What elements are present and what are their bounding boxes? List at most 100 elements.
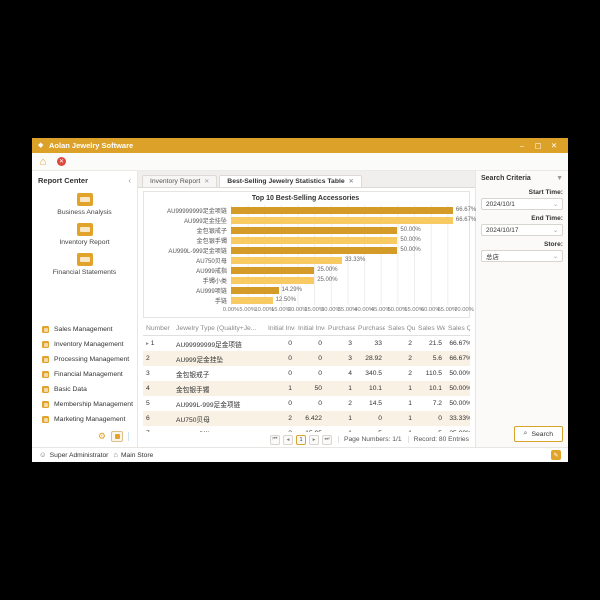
inventory-management-icon — [42, 341, 49, 348]
bar-track: 50.00% — [231, 225, 464, 235]
search-panel-header: Search Criteria ▼ — [481, 175, 563, 182]
bar-category-label: AU99999999足金项链 — [167, 207, 227, 215]
edit-icon: ✎ — [553, 452, 559, 459]
row-expander-icon[interactable]: ▸ — [146, 341, 149, 347]
bar-category-label: AU999戒指 — [196, 267, 227, 275]
sidebar-item-processing-management[interactable]: Processing Management — [32, 352, 137, 367]
x-tick: 25.00% — [304, 307, 325, 313]
filter-icon[interactable]: ▼ — [556, 175, 563, 182]
sidebar-item-business-analysis[interactable]: Business Analysis — [57, 193, 112, 216]
bar-track: 50.00% — [231, 245, 464, 255]
user-icon: ☺ — [39, 450, 47, 459]
minimize-button[interactable]: – — [519, 141, 525, 150]
bar-track: 66.67% — [231, 215, 476, 225]
close-all-button[interactable]: ✕ — [57, 157, 66, 166]
bar-row: AU999足金挂坠 66.67% — [147, 215, 476, 225]
tab-inventory-report[interactable]: Inventory Report ✕ — [142, 175, 218, 187]
start-time-select[interactable]: 2024/10/1 ⌄ — [481, 198, 563, 210]
store-switch-button[interactable] — [111, 431, 123, 442]
bar-value-label: 14.29% — [281, 287, 302, 293]
store-select[interactable]: 总店 ⌄ — [481, 250, 563, 262]
bar-row: 手链 12.50% — [147, 295, 464, 305]
tab-close-icon[interactable]: ✕ — [204, 179, 210, 185]
menu-item-label: Membership Management — [54, 401, 133, 408]
current-page-button[interactable]: 1 — [295, 434, 306, 445]
membership-management-icon — [42, 401, 49, 408]
bar-track: 66.67% — [231, 205, 476, 215]
bar-category-label: 手镯小类 — [202, 277, 227, 285]
maximize-button[interactable]: ▢ — [534, 141, 542, 150]
column-header[interactable]: Jewelry Type (Quality+Je... — [173, 322, 265, 336]
menu-item-label: Financial Management — [54, 371, 123, 378]
end-time-label: End Time: — [531, 215, 563, 222]
bar-value-label: 33.33% — [344, 257, 366, 263]
column-header[interactable]: Purchase ... — [355, 322, 385, 336]
tab-content: Top 10 Best-Selling Accessories AU999999… — [138, 187, 476, 447]
next-page-button[interactable]: ▸ — [308, 434, 319, 445]
sidebar-item-financial-management[interactable]: Financial Management — [32, 367, 137, 382]
basic-data-icon — [42, 386, 49, 393]
prev-page-button[interactable]: ◂ — [282, 434, 293, 445]
bar-track: 33.33% — [231, 255, 464, 265]
bar — [231, 286, 279, 294]
inventory-report-icon — [76, 223, 93, 236]
home-button[interactable]: ⌂ — [38, 155, 48, 168]
table-header-row: Number Jewelry Type (Quality+Je... Initi… — [143, 322, 470, 336]
close-button[interactable]: ✕ — [550, 141, 558, 150]
end-time-select[interactable]: 2024/10/17 ⌄ — [481, 224, 563, 236]
bar-category-label: AU999项链 — [196, 287, 227, 295]
table-row[interactable]: 7 AU999戒指 315.95 15 15 25.00% — [143, 426, 470, 432]
column-header[interactable]: Sales Quant... — [445, 322, 470, 336]
first-page-button[interactable]: ⏮ — [269, 434, 280, 445]
sidebar-collapse-icon[interactable]: ‹ — [128, 176, 131, 185]
column-header[interactable]: Number — [143, 322, 173, 336]
sidebar-item-financial-statements[interactable]: Financial Statements — [53, 253, 116, 276]
x-tick: 10.00% — [254, 307, 275, 313]
current-store: ⌂ Main Store — [113, 451, 153, 459]
menu-item-label: Basic Data — [54, 386, 87, 393]
sidebar-item-membership-management[interactable]: Membership Management — [32, 397, 137, 412]
last-page-button[interactable]: ⏭ — [321, 434, 332, 445]
sidebar-item-marketing-management[interactable]: Marketing Management — [32, 412, 137, 427]
close-all-icon: ✕ — [58, 159, 65, 165]
sidebar-item-basic-data[interactable]: Basic Data — [32, 382, 137, 397]
column-header[interactable]: Sales Qua... — [385, 322, 415, 336]
home-icon: ⌂ — [39, 155, 47, 168]
column-header[interactable]: Initial Inve... — [295, 322, 325, 336]
bar-track: 25.00% — [231, 275, 464, 285]
bar-value-label: 66.67% — [455, 207, 477, 213]
bar-category-label: 金包银戒子 — [196, 227, 227, 235]
bar — [231, 236, 398, 244]
main-area: Inventory Report ✕ Best-Selling Jewelry … — [138, 171, 476, 447]
x-tick: 5.00% — [239, 307, 256, 313]
report-item-label: Financial Statements — [52, 269, 117, 276]
tab-close-icon[interactable]: ✕ — [348, 179, 354, 185]
sidebar-footer: ⚙ — [32, 427, 137, 447]
sidebar-item-inventory-report[interactable]: Inventory Report — [59, 223, 110, 246]
bar — [231, 226, 398, 234]
column-header[interactable]: Sales Wei... — [415, 322, 445, 336]
column-header[interactable]: Initial Inve... — [265, 322, 295, 336]
tab-best-selling-statistics[interactable]: Best-Selling Jewelry Statistics Table ✕ — [219, 175, 362, 187]
gear-icon[interactable]: ⚙ — [97, 431, 106, 441]
search-button[interactable]: ⌕ Search — [513, 426, 563, 442]
bar-category-label: 手链 — [214, 297, 227, 305]
search-panel-title: Search Criteria — [481, 175, 531, 182]
edit-button[interactable]: ✎ — [551, 450, 561, 460]
store-value: 总店 — [486, 254, 499, 261]
bar-row: 手镯小类 25.00% — [147, 275, 464, 285]
bar-row: 金包银戒子 50.00% — [147, 225, 464, 235]
x-tick: 20.00% — [287, 307, 308, 313]
x-tick: 30.00% — [321, 307, 341, 313]
sidebar-item-inventory-management[interactable]: Inventory Management — [32, 337, 137, 352]
search-panel: Search Criteria ▼ Start Time: 2024/10/1 … — [475, 171, 568, 447]
column-header[interactable]: Purchase ... — [325, 322, 355, 336]
bar-category-label: AU999足金挂坠 — [183, 217, 227, 225]
sidebar-item-sales-management[interactable]: Sales Management — [32, 322, 137, 337]
table-row[interactable]: 4 金包银手镯 1 50 1 10.1 1 10.1 50.00% — [143, 381, 470, 396]
